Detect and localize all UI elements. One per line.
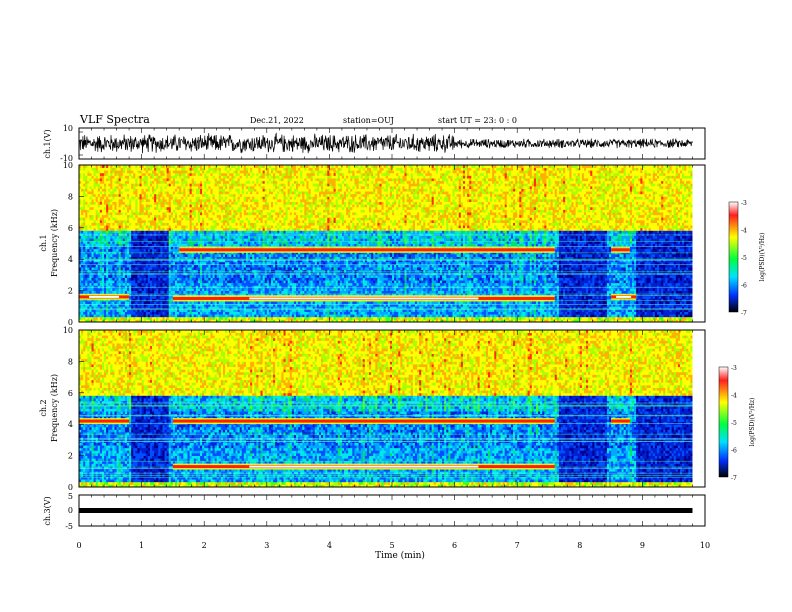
date-label: Dec.21, 2022 (250, 116, 304, 125)
start-time-label: start UT = 23: 0 : 0 (438, 116, 517, 125)
ch1-ytick-top: 10 (63, 124, 73, 133)
station-label: station=OUJ (343, 116, 394, 125)
ch1-waveform-ylabel: ch.1(V) (43, 129, 52, 158)
figure-title: VLF Spectra (79, 113, 150, 126)
ch1-waveform-panel: 10 -10 ch.1(V) (43, 124, 705, 163)
vlf-spectra-figure: VLF Spectra Dec.21, 2022 station=OUJ sta… (0, 0, 792, 612)
